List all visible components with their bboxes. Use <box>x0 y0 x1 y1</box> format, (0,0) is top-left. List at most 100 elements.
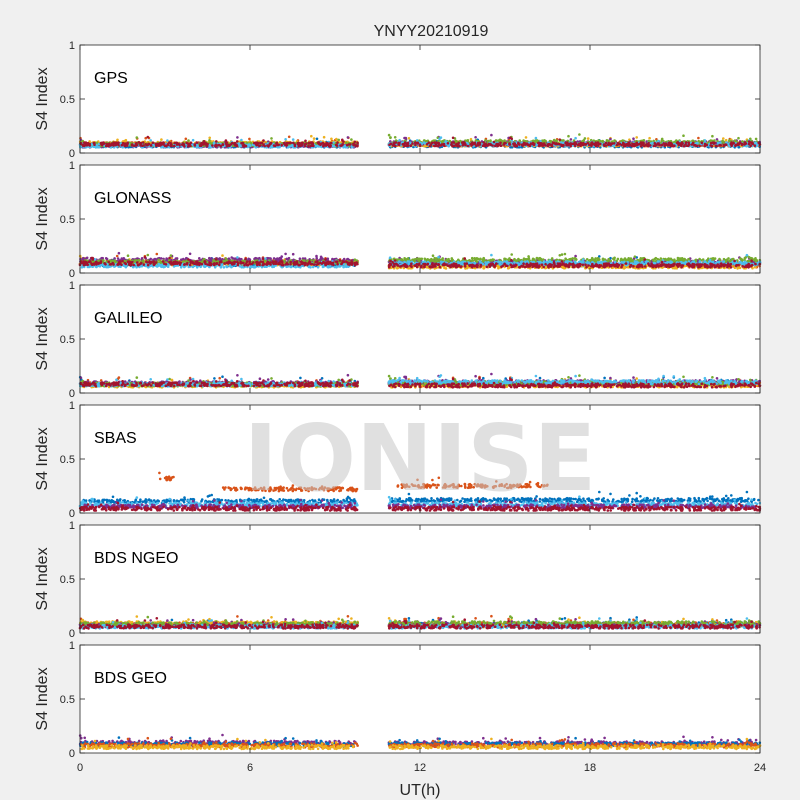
data-point <box>322 135 326 139</box>
data-point <box>332 141 335 144</box>
data-point <box>303 144 307 148</box>
data-point <box>346 136 350 139</box>
data-point <box>356 141 359 144</box>
data-point <box>287 135 291 139</box>
data-point <box>126 141 129 144</box>
data-point <box>737 136 740 140</box>
data-point <box>227 144 230 147</box>
data-point <box>325 141 328 145</box>
data-point <box>135 136 139 139</box>
data-point <box>170 144 173 148</box>
data-point <box>184 137 188 141</box>
data-point <box>715 144 718 148</box>
data-point <box>168 141 171 144</box>
data-point <box>387 133 391 137</box>
data-point <box>484 139 487 142</box>
data-point <box>120 143 124 147</box>
data-point <box>567 134 570 138</box>
data-point <box>347 143 351 146</box>
data-point <box>248 137 251 141</box>
data-point <box>310 134 313 138</box>
data-point <box>259 141 262 145</box>
data-point <box>262 143 265 146</box>
data-point <box>139 143 143 147</box>
data-point <box>403 136 406 140</box>
data-point <box>166 139 169 142</box>
data-point <box>208 136 211 140</box>
data-point <box>329 142 332 145</box>
data-point <box>231 142 234 145</box>
data-point <box>266 144 269 147</box>
data-point <box>244 144 248 148</box>
data-point <box>534 136 538 140</box>
data-point <box>296 142 300 146</box>
data-point <box>208 141 212 145</box>
data-point <box>697 136 700 140</box>
data-point <box>224 139 228 142</box>
data-point <box>711 134 714 138</box>
data-point <box>172 144 176 148</box>
data-point <box>195 141 199 144</box>
data-point <box>635 136 638 139</box>
data-point <box>134 142 138 146</box>
data-point <box>291 138 295 141</box>
data-point <box>214 143 218 146</box>
data-point <box>160 138 163 141</box>
data-point <box>234 143 237 147</box>
data-point <box>574 136 577 140</box>
data-point <box>221 143 225 146</box>
data-point <box>193 144 197 147</box>
data-point <box>418 143 422 146</box>
data-point <box>743 141 747 144</box>
chart-title: YNYY20210919 <box>374 23 489 40</box>
data-point <box>531 139 535 143</box>
data-point <box>149 139 152 142</box>
data-point <box>92 141 96 145</box>
data-point <box>492 140 496 144</box>
data-point <box>451 136 455 140</box>
data-point <box>552 138 556 142</box>
data-point <box>496 144 500 148</box>
data-point <box>337 138 341 142</box>
data-point <box>411 142 414 145</box>
data-point <box>110 143 114 146</box>
data-point <box>199 144 202 147</box>
data-point <box>653 142 657 145</box>
data-point <box>586 137 590 140</box>
data-point <box>724 138 728 142</box>
data-point <box>81 144 85 147</box>
data-point <box>703 139 707 142</box>
data-point <box>183 144 186 148</box>
data-point <box>524 136 528 139</box>
data-point <box>690 143 694 146</box>
data-point <box>277 143 281 147</box>
data-point <box>407 137 411 140</box>
data-point <box>578 133 581 136</box>
data-point <box>612 144 616 148</box>
data-point <box>352 143 356 147</box>
data-point <box>470 141 474 144</box>
data-point <box>268 142 272 146</box>
data-point <box>474 136 477 139</box>
data-point <box>262 139 265 142</box>
data-point <box>159 144 162 147</box>
data-point <box>583 137 587 140</box>
data-point <box>696 141 699 145</box>
data-point <box>147 142 151 146</box>
data-point <box>700 141 704 144</box>
data-point <box>101 142 105 146</box>
data-point <box>482 141 486 144</box>
data-point <box>175 143 179 146</box>
data-point <box>389 136 392 139</box>
data-point <box>438 137 441 141</box>
data-point <box>151 141 155 144</box>
data-point <box>201 143 205 146</box>
data-point <box>96 145 99 149</box>
data-point <box>132 144 136 147</box>
data-point <box>114 143 118 147</box>
data-point <box>307 142 311 145</box>
data-point <box>753 144 757 147</box>
data-point <box>335 137 338 141</box>
